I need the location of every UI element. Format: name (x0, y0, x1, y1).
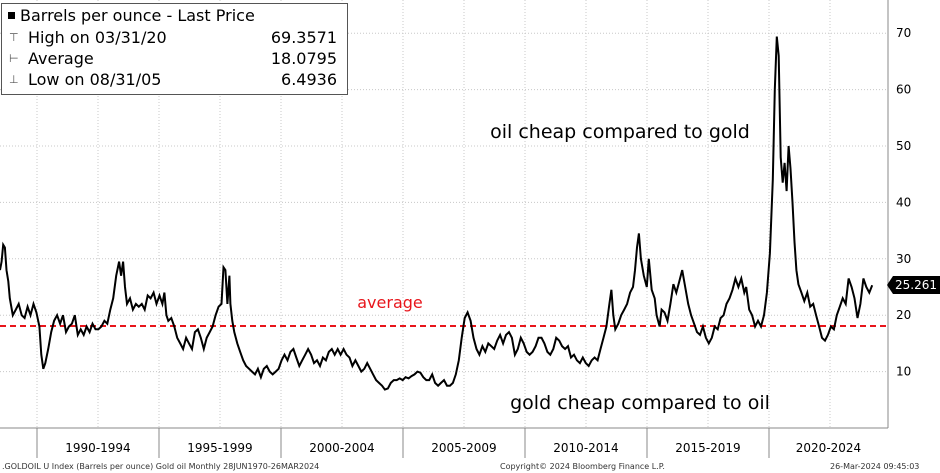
legend-low-label: Low on 08/31/05 (28, 70, 162, 89)
legend-title: Barrels per ounce - Last Price (20, 6, 255, 25)
x-tick-label: 2015-2019 (675, 441, 740, 455)
y-tick-label: 30 (896, 252, 911, 266)
footer-timestamp: 26-Mar-2024 09:45:03 (830, 462, 920, 471)
x-tick-label: 1990-1994 (65, 441, 130, 455)
y-axis: 10 20 30 40 50 60 70 (887, 0, 911, 428)
y-tick-label: 50 (896, 139, 911, 153)
y-tick-label: 20 (896, 308, 911, 322)
legend-low-value: 6.4936 (281, 70, 337, 89)
x-tick-label: 2005-2009 (431, 441, 496, 455)
y-tick-label: 40 (896, 195, 911, 209)
x-tick-label: 2000-2004 (309, 441, 374, 455)
legend-average-value: 18.0795 (270, 49, 337, 68)
x-tick-label: 2020-2024 (796, 441, 861, 455)
x-tick-label: 2010-2014 (553, 441, 618, 455)
last-price-tag: 25.261 (887, 276, 940, 295)
series-line (0, 36, 874, 391)
average-label: average (357, 293, 423, 312)
legend-average-label: Average (28, 49, 94, 68)
series-square-icon (8, 12, 15, 19)
x-tick-label: 1995-1999 (187, 441, 252, 455)
annotation-oil-cheap: oil cheap compared to gold (490, 121, 750, 143)
y-tick-label: 10 (896, 365, 911, 379)
y-tick-label: 60 (896, 83, 911, 97)
footer-index-info: .GOLDOIL U Index (Barrels per ounce) Gol… (2, 462, 320, 471)
x-axis: 1990-1994 1995-1999 2000-2004 2005-2009 2010… (0, 427, 888, 458)
legend-high-label: High on 03/31/20 (28, 28, 167, 47)
y-tick-label: 70 (896, 26, 911, 40)
legend-high-value: 69.3571 (270, 28, 337, 47)
low-marker-icon: ⊥ (9, 73, 19, 86)
legend: Barrels per ounce - Last Price ⊤ High on… (1, 3, 348, 95)
high-marker-icon: ⊤ (9, 31, 19, 44)
footer-copyright: Copyright© 2024 Bloomberg Finance L.P. (500, 462, 665, 471)
annotation-gold-cheap: gold cheap compared to oil (510, 392, 770, 414)
average-marker-icon: ⊢ (9, 52, 19, 65)
